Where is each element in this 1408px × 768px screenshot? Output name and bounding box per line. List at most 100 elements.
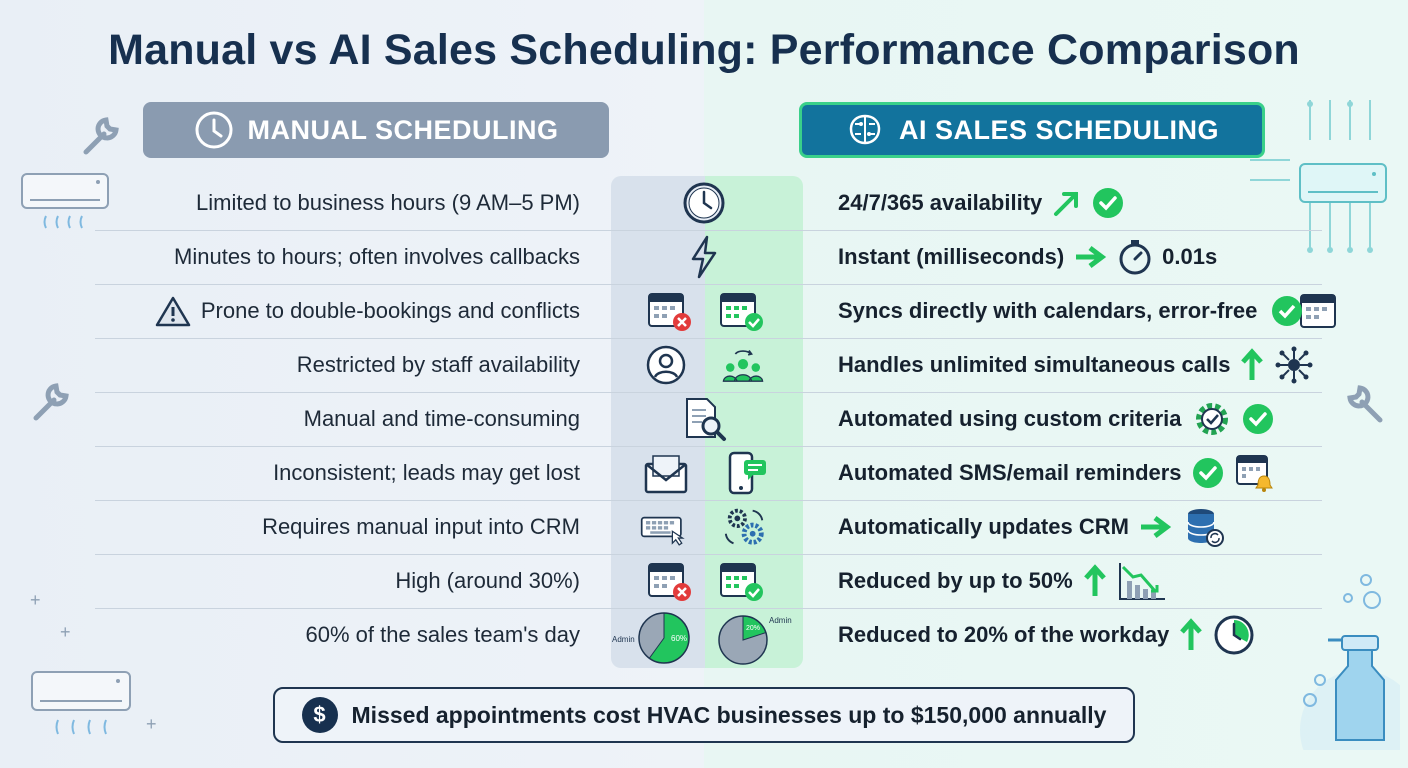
ai-header-label: AI SALES SCHEDULING [898,114,1220,145]
manual-cell-conflicts: Prone to double-bookings and conflicts [100,284,580,338]
sparkle-icon: + [60,622,71,642]
manual-text: 60% of the sales team's day [305,622,580,647]
cost-callout: $ Missed appointments cost HVAC business… [273,687,1135,743]
manual-text: Inconsistent; leads may get lost [273,460,580,485]
calendar-error-icon [646,288,692,334]
row-divider [95,608,1322,609]
calendar-bell-icon [1234,452,1276,494]
manual-cell-crm: Requires manual input into CRM [100,500,580,554]
ai-text: 24/7/365 availability [838,190,1043,215]
manual-text: Restricted by staff availability [296,352,580,377]
ac-unit-icon [20,170,112,236]
envelope-icon [643,450,689,496]
clock-progress-icon [1213,614,1255,656]
manual-text: Manual and time-consuming [303,406,580,431]
manual-text: Prone to double-bookings and conflicts [200,298,580,323]
check-calendar-icon [1267,291,1339,331]
wall-clock-icon [681,180,727,226]
manual-header-label: MANUAL SCHEDULING [247,114,559,145]
dollar-icon: $ [301,697,338,733]
row-divider [95,338,1322,339]
row-divider [95,554,1322,555]
up-arrow-icon [1240,348,1264,382]
team-users-icon [720,342,766,388]
ai-text: Syncs directly with calendars, error-fre… [838,298,1258,323]
ai-text: Reduced to 20% of the workday [838,622,1170,647]
gears-sync-icon [722,504,768,550]
spray-bottle-icon [1290,600,1400,750]
wrench-icon [28,378,74,424]
manual-text: Requires manual input into CRM [262,514,580,539]
cost-callout-text: Missed appointments cost HVAC businesses… [351,701,1107,728]
row-divider [95,284,1322,285]
ai-text: Automated using custom criteria [838,406,1182,431]
keyboard-icon [640,504,686,550]
manual-cell-response-time: Minutes to hours; often involves callbac… [100,230,580,284]
calendar-check-icon [718,288,764,334]
ai-text: Handles unlimited simultaneous calls [838,352,1231,377]
up-arrow-icon [1179,618,1203,652]
check-circle-icon [1092,187,1124,219]
manual-cell-followup: Inconsistent; leads may get lost [100,446,580,500]
calendar-check-icon [718,558,764,604]
ai-cell-response-time: Instant (milliseconds) 0.01s [838,230,1217,284]
ai-text: Automatically updates CRM [838,514,1129,539]
ai-text: Instant (milliseconds) [838,244,1065,269]
warning-triangle-icon [155,295,191,327]
gear-check-icon [1192,399,1232,439]
calendar-error-icon [646,558,692,604]
right-arrow-icon [1074,244,1108,270]
ac-unit-icon [30,668,134,748]
network-hub-icon [1274,345,1314,385]
sparkle-icon: + [30,590,41,610]
manual-text: Limited to business hours (9 AM–5 PM) [196,190,580,215]
ai-text: Reduced by up to 50% [838,568,1073,593]
sparkle-icon: + [146,714,157,734]
wrench-icon [1342,380,1388,426]
trend-up-arrow-icon [1052,188,1082,218]
declining-chart-icon [1117,561,1167,601]
row-divider [95,392,1322,393]
manual-cell-availability: Limited to business hours (9 AM–5 PM) [100,176,580,230]
lightning-icon [681,234,727,280]
brain-circuit-icon [845,110,885,150]
check-circle-icon [1242,403,1274,435]
row-divider [95,230,1322,231]
ai-cell-qualification: Automated using custom criteria [838,392,1274,446]
stopwatch-icon [1118,239,1152,275]
wrench-icon [78,112,124,158]
right-arrow-icon [1139,514,1173,540]
pie-value-label: 60% [671,634,687,643]
ai-cell-capacity: Handles unlimited simultaneous calls [838,338,1314,392]
bubbles-icon [1336,570,1386,620]
ai-cell-followup: Automated SMS/email reminders [838,446,1276,500]
ai-scheduling-header: AI SALES SCHEDULING [799,102,1265,158]
phone-message-icon [724,450,770,496]
pie-label: Admin [612,635,635,644]
ai-cell-crm: Automatically updates CRM [838,500,1225,554]
ai-cell-conflicts: Syncs directly with calendars, error-fre… [838,284,1339,338]
ai-cell-availability: 24/7/365 availability [838,176,1124,230]
pie-label: Admin [769,616,792,625]
manual-cell-admin-time: 60% of the sales team's day [100,608,580,662]
admin-time-pie-manual: Admin 60% [610,610,692,666]
circuit-icon [1250,100,1400,260]
row-divider [95,446,1322,447]
admin-time-pie-ai: 20% Admin [715,610,797,666]
database-sync-icon [1183,506,1225,548]
manual-scheduling-header: MANUAL SCHEDULING [143,102,609,158]
clock-icon [194,110,234,150]
check-circle-icon [1192,457,1224,489]
ac-unit-icon [1298,162,1390,208]
pie-value-label: 20% [746,625,760,632]
manual-cell-capacity: Restricted by staff availability [100,338,580,392]
page-title: Manual vs AI Sales Scheduling: Performan… [108,26,1300,74]
manual-text: Minutes to hours; often involves callbac… [174,244,580,269]
ai-cell-admin-time: Reduced to 20% of the workday [838,608,1255,662]
response-time-value: 0.01s [1162,244,1218,269]
manual-cell-qualification: Manual and time-consuming [100,392,580,446]
manual-cell-no-show: High (around 30%) [100,554,580,608]
single-user-icon [643,342,689,388]
up-arrow-icon [1083,564,1107,598]
document-search-icon [681,396,727,442]
